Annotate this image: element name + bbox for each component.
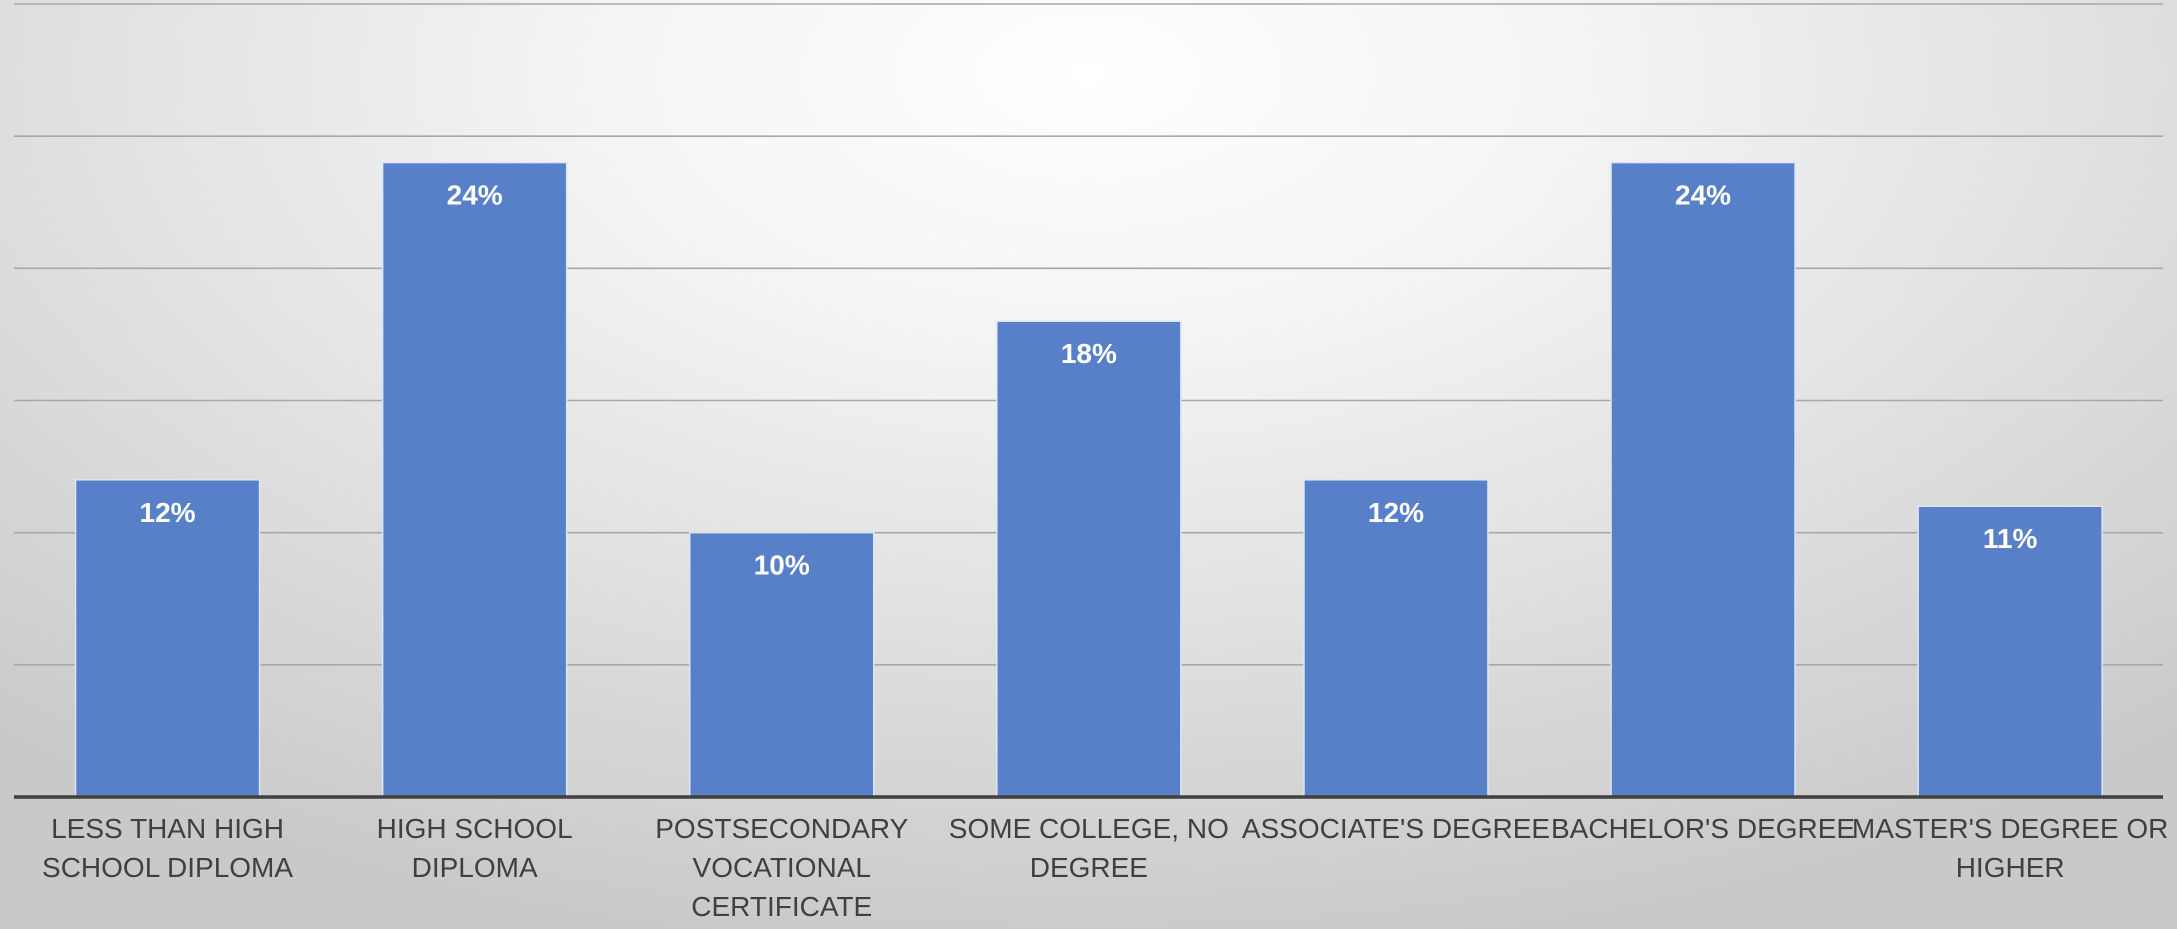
- category-label: ASSOCIATE'S DEGREE: [1242, 813, 1550, 844]
- data-label: 24%: [1675, 180, 1731, 211]
- bar: [381, 161, 568, 798]
- category-label: HIGHER: [1956, 852, 2065, 883]
- data-labels: 12% 24% 10% 18% 12% 24% 11%: [140, 180, 2038, 581]
- category-label: BACHELOR'S DEGREE: [1551, 813, 1855, 844]
- data-label: 10%: [754, 550, 810, 581]
- data-label: 24%: [447, 180, 503, 211]
- bar: [1917, 505, 2103, 798]
- category-label: POSTSECONDARY: [655, 813, 908, 844]
- bar: [996, 320, 1182, 798]
- category-label: SCHOOL DIPLOMA: [42, 852, 293, 883]
- category-label: LESS THAN HIGH: [51, 813, 284, 844]
- data-label: 12%: [1368, 497, 1424, 528]
- category-label: SOME COLLEGE, NO: [949, 813, 1229, 844]
- data-label: 12%: [140, 497, 196, 528]
- bars: [74, 161, 2103, 798]
- category-label: HIGH SCHOOL: [377, 813, 573, 844]
- category-label: DIPLOMA: [412, 852, 538, 883]
- data-label: 11%: [1983, 523, 2038, 554]
- bar: [1610, 161, 1796, 798]
- category-label: VOCATIONAL: [693, 852, 871, 883]
- category-labels: LESS THAN HIGH SCHOOL DIPLOMA HIGH SCHOOL D…: [42, 813, 2168, 922]
- category-label: DEGREE: [1030, 852, 1148, 883]
- data-label: 18%: [1061, 338, 1117, 369]
- category-label: MASTER'S DEGREE OR: [1852, 813, 2169, 844]
- bar: [689, 531, 875, 798]
- bar: [1303, 479, 1489, 798]
- category-label: CERTIFICATE: [691, 891, 872, 922]
